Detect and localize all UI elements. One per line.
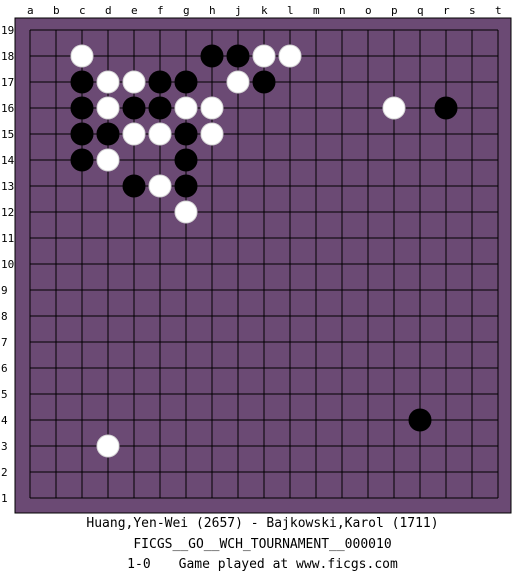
black-stone-g15	[174, 122, 198, 146]
white-stone-k18	[252, 44, 276, 68]
column-label-n: n	[339, 4, 346, 17]
column-label-s: s	[469, 4, 476, 17]
column-label-g: g	[183, 4, 190, 17]
black-stone-e16	[122, 96, 146, 120]
white-stone-e15	[122, 122, 146, 146]
column-label-j: j	[235, 4, 242, 17]
white-stone-e17	[122, 70, 146, 94]
black-stone-g14	[174, 148, 198, 172]
white-stone-l18	[278, 44, 302, 68]
white-stone-g12	[174, 200, 198, 224]
column-label-q: q	[417, 4, 424, 17]
row-label-19: 19	[1, 24, 14, 37]
white-stone-d3	[96, 434, 120, 458]
column-label-t: t	[495, 4, 502, 17]
board-background	[14, 17, 512, 514]
game-result: 1-0	[127, 557, 151, 572]
white-stone-h16	[200, 96, 224, 120]
row-label-16: 16	[1, 102, 14, 115]
column-label-m: m	[313, 4, 320, 17]
white-stone-g16	[174, 96, 198, 120]
row-label-2: 2	[1, 466, 8, 479]
black-stone-c16	[70, 96, 94, 120]
column-label-f: f	[157, 4, 164, 17]
event-caption: FICGS__GO__WCH_TOURNAMENT__000010	[133, 537, 392, 552]
row-labels: 19 18 17 16 15 14 13 12 11 10 9 8 7 6 5 4 3 2 1	[1, 24, 15, 505]
row-label-13: 13	[1, 180, 14, 193]
black-stone-k17	[252, 70, 276, 94]
white-stone-d14	[96, 148, 120, 172]
players-caption: Huang,Yen-Wei (2657) - Bajkowski,Karol (…	[86, 516, 439, 531]
row-label-4: 4	[1, 414, 8, 427]
black-stone-d15	[96, 122, 120, 146]
row-label-14: 14	[1, 154, 15, 167]
row-label-7: 7	[1, 336, 8, 349]
row-label-12: 12	[1, 206, 14, 219]
column-label-k: k	[261, 4, 268, 17]
black-stone-h18	[200, 44, 224, 68]
row-label-9: 9	[1, 284, 8, 297]
row-label-18: 18	[1, 50, 14, 63]
black-stone-g17	[174, 70, 198, 94]
column-label-h: h	[209, 4, 216, 17]
white-stone-c18	[70, 44, 94, 68]
white-stone-p16	[382, 96, 406, 120]
white-stone-f13	[148, 174, 172, 198]
black-stone-g13	[174, 174, 198, 198]
row-label-17: 17	[1, 76, 14, 89]
column-label-a: a	[27, 4, 34, 17]
column-label-r: r	[443, 4, 450, 17]
black-stone-q4	[408, 408, 432, 432]
black-stone-e13	[122, 174, 146, 198]
row-label-5: 5	[1, 388, 8, 401]
white-stone-j17	[226, 70, 250, 94]
white-stone-f15	[148, 122, 172, 146]
row-label-8: 8	[1, 310, 8, 323]
row-label-11: 11	[1, 232, 14, 245]
white-stone-d16	[96, 96, 120, 120]
white-stone-d17	[96, 70, 120, 94]
black-stone-c17	[70, 70, 94, 94]
black-stone-j18	[226, 44, 250, 68]
black-stone-c14	[70, 148, 94, 172]
game-source-note: Game played at www.ficgs.com	[178, 557, 398, 572]
result-line: 1-0 Game played at www.ficgs.com	[0, 557, 525, 572]
column-label-p: p	[391, 4, 398, 17]
black-stone-f16	[148, 96, 172, 120]
row-label-1: 1	[1, 492, 8, 505]
white-stone-h15	[200, 122, 224, 146]
column-label-e: e	[131, 4, 138, 17]
column-label-c: c	[79, 4, 86, 17]
black-stone-c15	[70, 122, 94, 146]
row-label-15: 15	[1, 128, 14, 141]
black-stone-f17	[148, 70, 172, 94]
row-label-10: 10	[1, 258, 14, 271]
column-label-b: b	[53, 4, 60, 17]
row-label-6: 6	[1, 362, 8, 375]
column-label-d: d	[105, 4, 112, 17]
stones-layer	[70, 44, 458, 458]
black-stone-r16	[434, 96, 458, 120]
column-label-o: o	[365, 4, 372, 17]
column-label-l: l	[287, 4, 294, 17]
row-label-3: 3	[1, 440, 8, 453]
